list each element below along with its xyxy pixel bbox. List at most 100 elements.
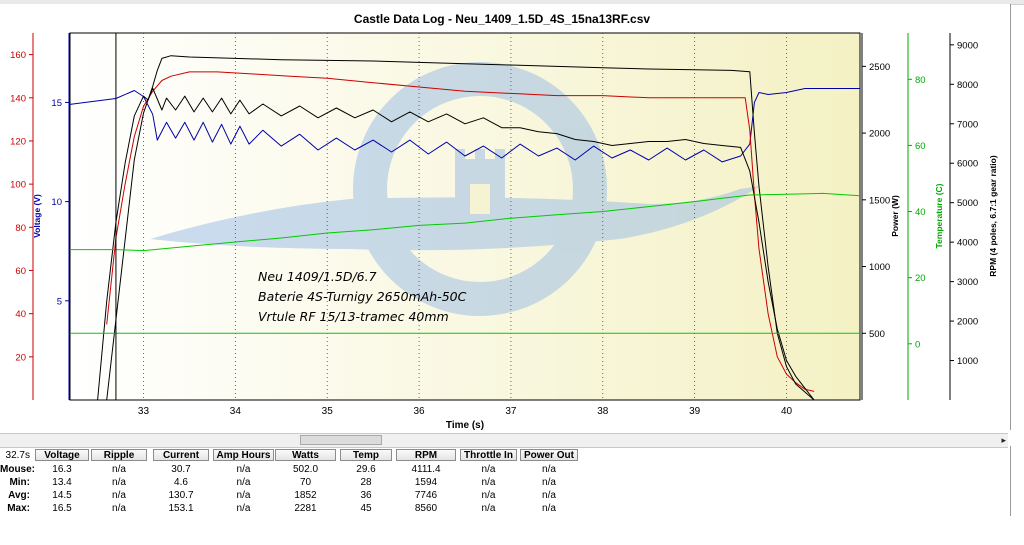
rpm-tick-label: 7000 [957, 119, 978, 130]
stats-cell: n/a [112, 503, 126, 514]
stats-cell: 8560 [414, 503, 438, 514]
stats-cell: 153.1 [168, 503, 194, 514]
rpm-tick-label: 8000 [957, 80, 978, 91]
stats-cell: 2281 [294, 503, 317, 514]
stats-cell: 4111.4 [411, 464, 441, 475]
x-tick-label: 37 [505, 406, 517, 417]
stats-cell: n/a [236, 477, 251, 488]
current-tick-label: 140 [10, 93, 26, 104]
stats-cell: 45 [360, 503, 372, 514]
power-tick-label: 1000 [869, 262, 890, 273]
stats-cell: 36 [360, 490, 372, 501]
rpm-axis-label: RPM (4 poles, 6.7:1 gear ratio) [988, 155, 998, 277]
castle-logo-watermark [150, 62, 760, 316]
stats-row: Min: 13.4 n/a 4.6 n/a 70 28 1594 n/a n/a [0, 476, 600, 489]
stats-cell: 14.5 [52, 490, 72, 501]
stats-cell: 16.5 [52, 503, 72, 514]
stats-cell: n/a [542, 464, 556, 475]
chart-panel: Castle Data Log - Neu_1409_1.5D_4S_15na1… [0, 4, 1011, 430]
stats-column-header[interactable]: Voltage [35, 449, 89, 461]
stats-cell: n/a [112, 477, 126, 488]
current-tick-label: 40 [15, 309, 26, 320]
stats-cell: n/a [481, 490, 496, 501]
stats-column-header[interactable]: Throttle In [460, 449, 517, 461]
rpm-tick-label: 2000 [957, 317, 978, 328]
stats-cell: n/a [542, 477, 556, 488]
stats-column-header[interactable]: Watts [275, 449, 336, 461]
current-tick-label: 160 [10, 50, 26, 61]
rpm-tick-label: 1000 [957, 356, 978, 367]
stats-column-header[interactable]: Power Out [520, 449, 578, 461]
series-line-rpm-3 [97, 87, 815, 401]
stats-cell: 1852 [294, 490, 317, 501]
power-tick-label: 2500 [869, 62, 890, 73]
series-layer [69, 55, 861, 401]
current-tick-label: 80 [15, 223, 26, 234]
stats-cell: 130.7 [168, 490, 194, 501]
chart-title: Castle Data Log - Neu_1409_1.5D_4S_15na1… [354, 12, 650, 26]
stats-column-header[interactable]: Amp Hours [213, 449, 274, 461]
stats-cell: 1594 [414, 477, 438, 488]
stats-cell: 28 [360, 477, 372, 488]
rpm-tick-label: 3000 [957, 277, 978, 288]
series-line-power-2 [106, 55, 815, 401]
stats-row-label: Avg: [8, 490, 30, 501]
x-tick-label: 35 [322, 406, 334, 417]
stats-column-header[interactable]: RPM [396, 449, 456, 461]
annotation-line-2: Baterie 4S-Turnigy 2650mAh-50C [258, 289, 467, 304]
temperature-tick-label: 60 [915, 141, 926, 152]
power-axis-label: Power (W) [890, 195, 900, 237]
stats-cell: n/a [112, 490, 126, 501]
rpm-tick-label: 6000 [957, 159, 978, 170]
stats-row: Avg: 14.5 n/a 130.7 n/a 1852 36 7746 n/a n/a [0, 489, 600, 502]
series-line-current-1 [106, 71, 815, 392]
x-axis-label: Time (s) [446, 420, 484, 430]
stats-cell: 16.3 [52, 464, 72, 475]
temperature-tick-label: 20 [915, 273, 926, 284]
stats-row-label: Max: [7, 503, 30, 514]
stats-cell: n/a [542, 490, 556, 501]
series-line-temperature-4 [70, 192, 861, 252]
plot-annotation: Neu 1409/1.5D/6.7 Baterie 4S-Turnigy 265… [258, 269, 467, 324]
stats-cell: n/a [481, 464, 496, 475]
scroll-right-arrow-icon[interactable]: ▸ [1001, 435, 1006, 445]
stats-row: Mouse: 16.3 n/a 30.7 n/a 502.0 29.6 4111.4 n/a n/… [0, 463, 600, 476]
series-line-voltage-0 [69, 88, 860, 163]
temperature-tick-label: 40 [915, 207, 926, 218]
stats-cell: n/a [236, 490, 251, 501]
voltage-tick-label: 5 [57, 296, 62, 307]
stats-cell: 502.0 [292, 464, 319, 475]
x-tick-label: 34 [230, 406, 242, 417]
x-tick-label: 36 [414, 406, 426, 417]
power-tick-label: 500 [869, 329, 885, 340]
current-tick-label: 100 [10, 180, 26, 191]
panel-border [1010, 446, 1011, 516]
horizontal-scrollbar[interactable]: ▸ [0, 433, 1008, 448]
stats-row-label: Mouse: [0, 464, 35, 475]
annotation-line-1: Neu 1409/1.5D/6.7 [258, 269, 377, 284]
stats-column-header[interactable]: Ripple [91, 449, 147, 461]
temperature-tick-label: 80 [915, 75, 926, 86]
stats-column-header[interactable]: Temp [340, 449, 392, 461]
voltage-tick-label: 15 [51, 98, 62, 109]
stats-row: Max: 16.5 n/a 153.1 n/a 2281 45 8560 n/a n/a [0, 502, 600, 515]
voltage-axis-label: Voltage (V) [32, 194, 42, 238]
stats-cell: n/a [236, 464, 251, 475]
stats-cell: 29.6 [356, 464, 376, 475]
current-tick-label: 120 [10, 136, 26, 147]
stats-cell: n/a [542, 503, 556, 514]
stats-cell: n/a [481, 503, 496, 514]
x-tick-label: 33 [138, 406, 150, 417]
cursor-time-label: 32.7s [5, 450, 30, 461]
rpm-tick-label: 9000 [957, 40, 978, 51]
scrollbar-thumb[interactable] [300, 435, 382, 445]
power-tick-label: 1500 [869, 195, 890, 206]
stats-cell: 4.6 [174, 477, 188, 488]
annotation-line-3: Vrtule RF 15/13-tramec 40mm [258, 309, 449, 324]
rpm-tick-label: 4000 [957, 238, 978, 249]
x-tick-label: 40 [781, 406, 793, 417]
stats-column-header[interactable]: Current [153, 449, 209, 461]
x-tick-label: 39 [689, 406, 701, 417]
temperature-tick-label: 0 [915, 339, 920, 350]
